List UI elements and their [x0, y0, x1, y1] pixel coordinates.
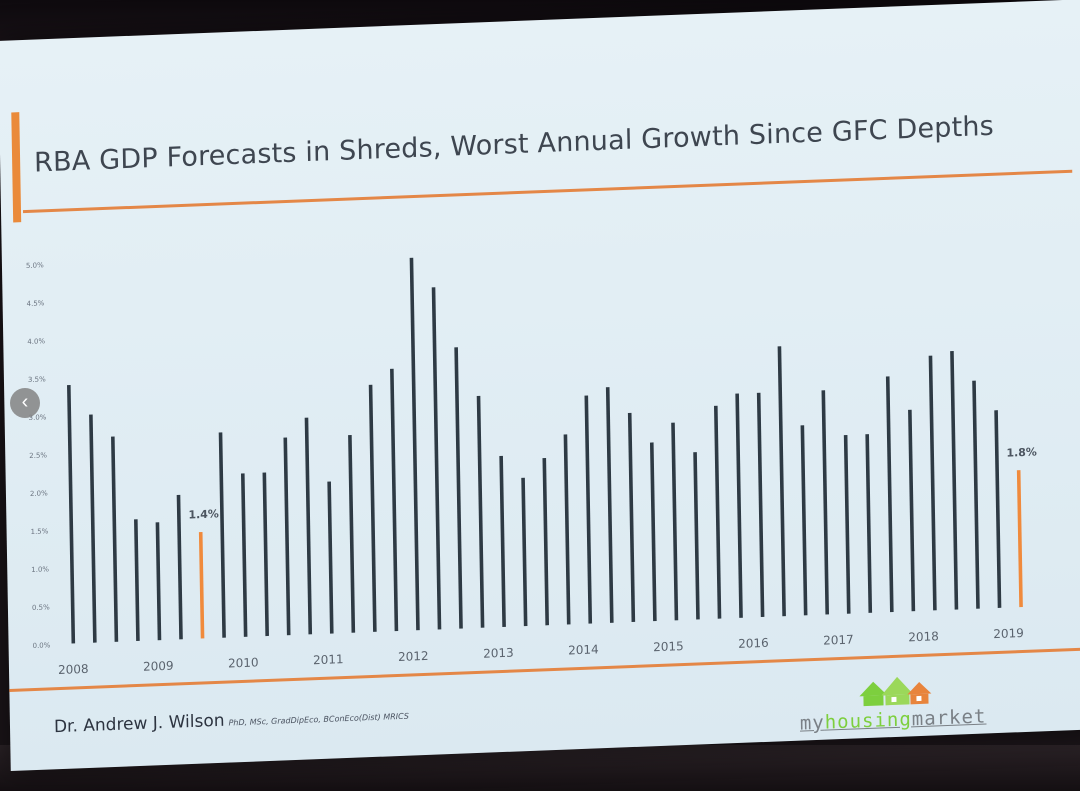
- houses-logo-icon: [859, 676, 932, 707]
- x-year-label: 2008: [58, 662, 89, 677]
- bar: [390, 368, 399, 632]
- y-tick-label: 4.5%: [27, 299, 45, 308]
- author-credentials: PhD, MSc, GradDipEco, BConEco(Dist) MRIC…: [228, 711, 409, 728]
- bar: [368, 384, 377, 632]
- y-tick-label: 0.5%: [32, 603, 50, 612]
- bar: [950, 351, 959, 610]
- bar: [111, 436, 119, 642]
- bar: [134, 519, 140, 642]
- bar: [649, 442, 657, 622]
- logo-part-housing: housing: [824, 708, 912, 734]
- highlight-bar: [198, 532, 205, 639]
- bar: [521, 477, 528, 627]
- y-tick-label: 2.5%: [29, 451, 47, 460]
- bar: [843, 434, 851, 614]
- bar: [972, 380, 980, 609]
- bar: [713, 405, 722, 619]
- logo-part-my: my: [799, 711, 825, 735]
- y-tick-label: 3.0%: [29, 413, 47, 422]
- bar: [994, 410, 1002, 608]
- bar: [155, 522, 162, 641]
- author-credit: Dr. Andrew J. Wilson PhD, MSc, GradDipEco…: [54, 704, 409, 738]
- bar: [671, 422, 679, 621]
- title-accent-bar: [11, 112, 22, 223]
- chevron-left-icon[interactable]: ‹: [10, 388, 40, 418]
- bar: [499, 455, 506, 627]
- bar: [218, 432, 226, 638]
- x-year-label: 2015: [653, 639, 684, 654]
- bar: [777, 346, 786, 617]
- data-label: 1.8%: [1006, 446, 1037, 460]
- x-year-label: 2010: [228, 655, 259, 670]
- x-year-label: 2018: [908, 629, 939, 644]
- x-year-label: 2012: [398, 649, 429, 664]
- x-year-label: 2016: [738, 636, 769, 651]
- y-tick-label: 5.0%: [26, 261, 44, 270]
- bar: [542, 457, 549, 626]
- bar: [605, 387, 614, 623]
- x-year-label: 2011: [313, 652, 344, 667]
- logo-wordmark: myhousingmarket: [800, 705, 987, 734]
- bar: [476, 395, 485, 628]
- author-name: Dr. Andrew J. Wilson: [53, 710, 225, 738]
- bar: [431, 287, 442, 630]
- bar: [800, 425, 808, 616]
- myhousingmarket-logo: myhousingmarket: [799, 663, 1010, 741]
- bar: [627, 412, 636, 623]
- y-tick-label: 0.0%: [33, 641, 51, 650]
- bar: [584, 395, 593, 624]
- bar: [928, 355, 937, 611]
- bar: [821, 390, 830, 615]
- x-year-label: 2019: [993, 626, 1024, 641]
- bar: [756, 392, 765, 618]
- y-tick-label: 2.0%: [30, 489, 48, 498]
- bar: [89, 414, 97, 643]
- x-year-label: 2014: [568, 642, 599, 657]
- y-tick-label: 1.0%: [31, 565, 49, 574]
- bar: [348, 435, 356, 633]
- bar: [304, 417, 313, 635]
- slide-title: RBA GDP Forecasts in Shreds, Worst Annua…: [33, 110, 995, 179]
- y-tick-label: 4.0%: [27, 337, 45, 346]
- logo-part-market: market: [911, 705, 987, 731]
- bar: [908, 409, 916, 612]
- chart-svg: 0.0% 0.5% 1.0% 1.5% 2.0% 2.5% 3.0% 3.5% 4.0% 4.5%…: [26, 257, 1037, 677]
- bar: [454, 347, 463, 629]
- bar: [327, 481, 334, 634]
- x-year-label: 2009: [143, 659, 174, 674]
- bar: [67, 384, 76, 644]
- bar: [563, 434, 571, 625]
- presentation-slide: RBA GDP Forecasts in Shreds, Worst Annua…: [0, 0, 1080, 771]
- bar: [885, 376, 894, 613]
- x-year-label: 2013: [483, 646, 514, 661]
- y-tick-label: 3.5%: [28, 375, 46, 384]
- data-label: 1.4%: [188, 507, 219, 521]
- x-year-label: 2017: [823, 632, 854, 647]
- bar: [693, 452, 700, 620]
- gdp-bar-chart: 0.0% 0.5% 1.0% 1.5% 2.0% 2.5% 3.0% 3.5% 4.0% 4.5%…: [15, 195, 1072, 695]
- bar: [262, 472, 269, 637]
- highlight-bar: [1016, 470, 1023, 608]
- bar: [240, 473, 248, 637]
- bar: [865, 434, 873, 613]
- bar: [409, 257, 420, 631]
- bar: [735, 393, 743, 618]
- y-tick-label: 1.5%: [31, 527, 49, 536]
- bar: [176, 494, 183, 640]
- bar: [283, 437, 291, 636]
